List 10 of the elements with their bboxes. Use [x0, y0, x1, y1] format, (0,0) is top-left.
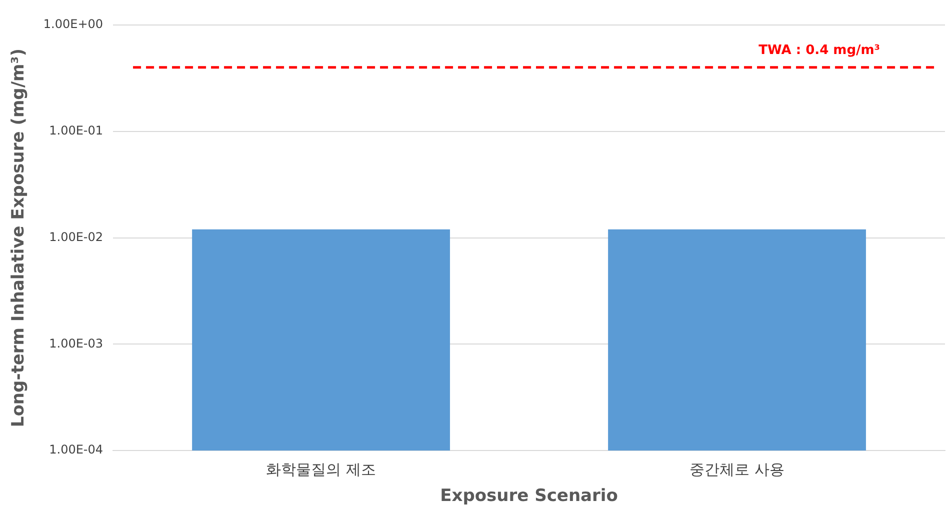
x-tick-label: 화학물질의 제조 — [266, 460, 376, 478]
y-axis-title: Long-term Inhalative Exposure (mg/m³) — [8, 48, 29, 428]
y-tick-label: 1.00E-01 — [49, 124, 104, 138]
y-tick-label: 1.00E-04 — [49, 442, 104, 457]
y-tick-label: 1.00E-03 — [49, 336, 104, 350]
ref-line-label: TWA : 0.4 mg/m³ — [758, 43, 880, 58]
y-tick-label: 1.00E+00 — [43, 17, 104, 32]
x-tick-label: 중간체로 사용 — [690, 460, 784, 478]
x-axis-title: Exposure Scenario — [440, 486, 618, 506]
y-tick-label: 1.00E-02 — [49, 230, 104, 244]
